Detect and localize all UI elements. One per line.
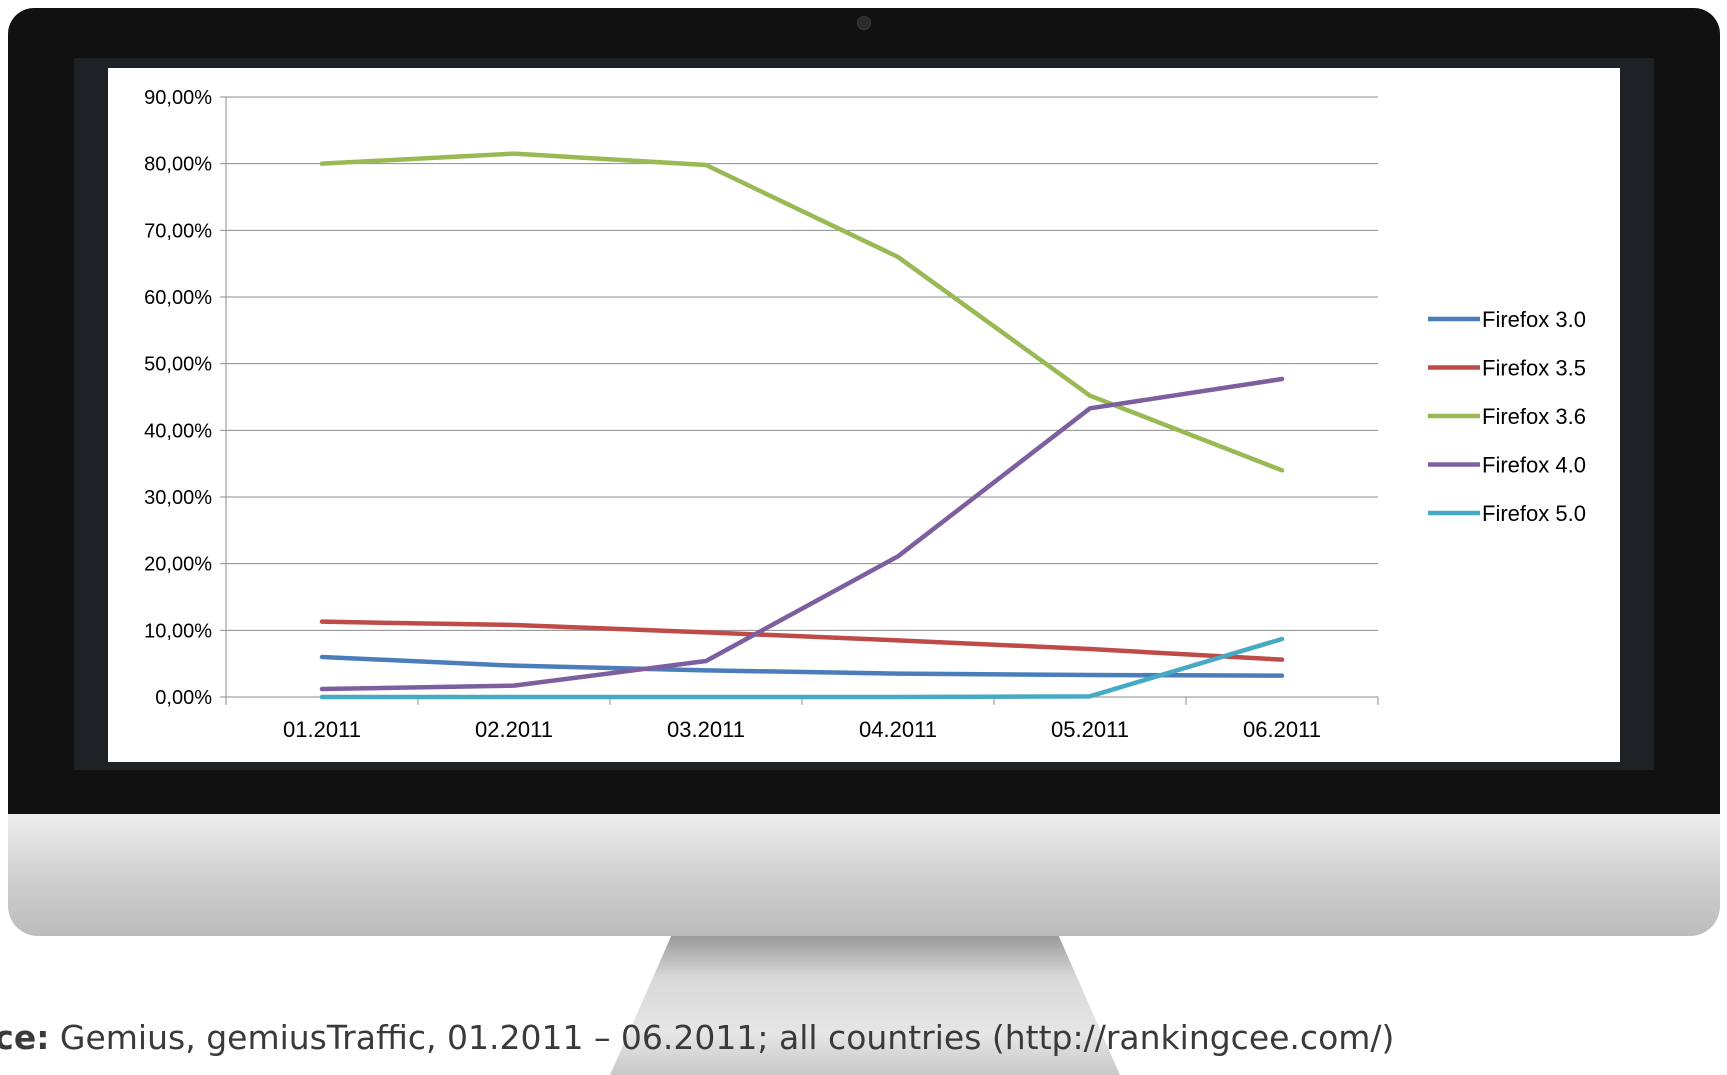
y-tick-label: 20,00% [144,554,212,576]
x-tick-label: 03.2011 [667,717,745,742]
series-line [319,376,1285,692]
monitor-chin [8,814,1720,936]
series-line [319,636,1285,700]
y-tick-label: 90,00% [144,87,212,109]
y-tick-label: 80,00% [144,154,212,176]
chart-screen: 0,00% 10,00% 20,00% 30,00% 40,00% 50,00% 60,00… [108,68,1620,762]
x-tick-label: 05.2011 [1051,717,1129,742]
legend-label: Firefox 4.0 [1482,453,1586,478]
y-tick-label: 40,00% [144,420,212,442]
series-line [319,619,1285,662]
y-tick-label: 70,00% [144,220,212,242]
source-label: rce: [0,1018,50,1057]
y-tick-label: 60,00% [144,287,212,309]
series-line [319,151,1285,473]
camera-icon [857,16,871,30]
x-tick-label: 04.2011 [859,717,937,742]
legend-label: Firefox 3.6 [1482,404,1586,429]
y-tick-label: 0,00% [155,687,212,709]
series-line [319,654,1285,678]
legend-label: Firefox 3.0 [1482,307,1586,332]
y-tick-label: 10,00% [144,620,212,642]
y-tick-label: 30,00% [144,487,212,509]
legend-label: Firefox 5.0 [1482,501,1586,526]
line-chart: 0,00% 10,00% 20,00% 30,00% 40,00% 50,00% 60,00… [144,87,1586,742]
monitor-stand [610,936,1120,1075]
legend-label: Firefox 3.5 [1482,356,1586,381]
x-tick-label: 02.2011 [475,717,553,742]
x-tick-label: 01.2011 [283,717,361,742]
source-text: Gemius, gemiusTraffic, 01.2011 – 06.2011… [49,1018,1395,1057]
y-tick-label: 50,00% [144,354,212,376]
source-caption: rce: Gemius, gemiusTraffic, 01.2011 – 06… [0,1018,1394,1057]
x-tick-label: 06.2011 [1243,717,1321,742]
